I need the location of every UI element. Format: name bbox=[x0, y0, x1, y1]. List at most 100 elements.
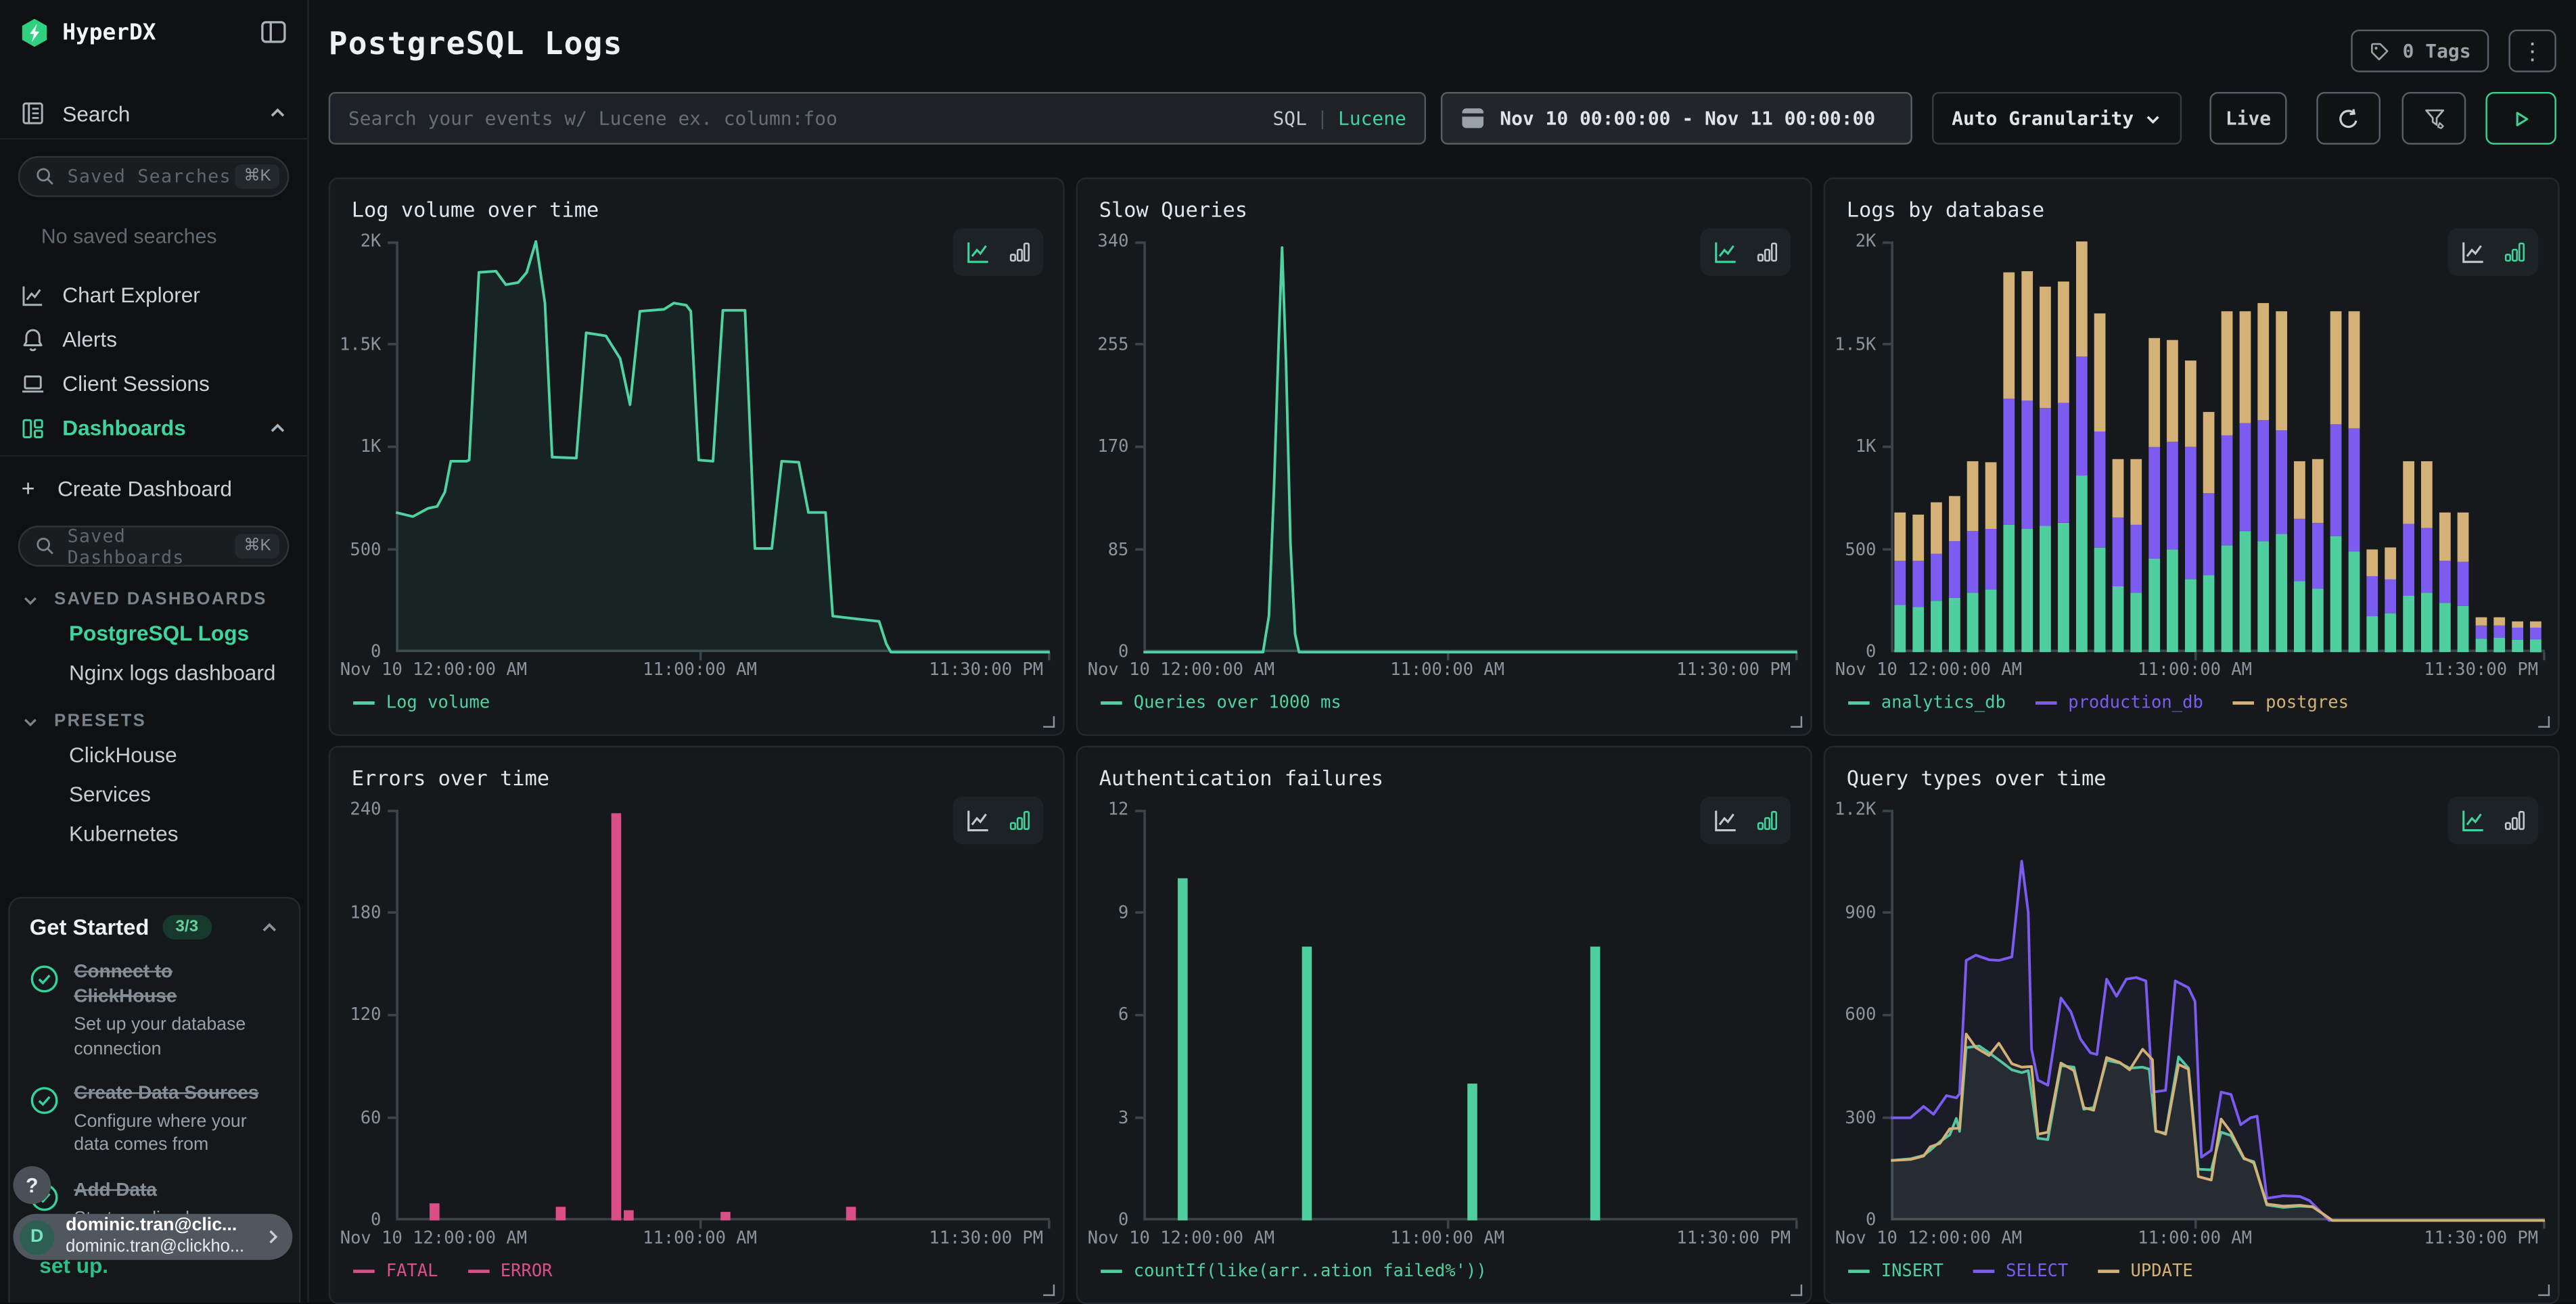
saved-dashboards-input[interactable]: Saved Dashboards ⌘K bbox=[18, 524, 290, 568]
tag-icon bbox=[2372, 42, 2389, 60]
bar-chart-icon[interactable] bbox=[2502, 240, 2527, 264]
sidebar-item-dashboards[interactable]: Dashboards bbox=[0, 406, 307, 450]
sidebar-collapse-icon[interactable] bbox=[260, 18, 288, 46]
legend-entry[interactable]: SELECT bbox=[1973, 1261, 2068, 1281]
live-button[interactable]: Live bbox=[2209, 91, 2287, 145]
chart-plot[interactable] bbox=[388, 240, 1051, 661]
search-page-icon bbox=[22, 102, 43, 124]
chevron-up-icon[interactable] bbox=[260, 917, 279, 937]
chart-plot[interactable] bbox=[388, 810, 1051, 1229]
legend-entry[interactable]: UPDATE bbox=[2097, 1261, 2193, 1281]
event-search-input[interactable]: Search your events w/ Lucene ex. column:… bbox=[328, 91, 1426, 145]
resize-handle[interactable] bbox=[1043, 1284, 1055, 1297]
x-axis-labels: Nov 10 12:00:00 AM 11:00:00 AM 11:30:00 PM bbox=[1087, 1228, 1791, 1249]
get-started-item[interactable]: Connect to ClickHouse Set up your databa… bbox=[30, 961, 279, 1061]
chart-title: Authentication failures bbox=[1099, 765, 1384, 791]
check-circle-icon bbox=[30, 1087, 58, 1114]
chart-plot[interactable] bbox=[1883, 810, 2546, 1229]
get-started-item[interactable]: Create Data Sources Configure where your… bbox=[30, 1082, 279, 1157]
shortcut-badge: ⌘K bbox=[235, 534, 279, 559]
chart-legend: countIf(like(arr..ation failed%')) bbox=[1101, 1261, 1487, 1281]
sidebar-item-services[interactable]: Services bbox=[68, 781, 152, 806]
section-label: SAVED DASHBOARDS bbox=[54, 589, 267, 609]
chart-plot[interactable] bbox=[1135, 810, 1798, 1229]
chart-legend: analytics_db production_db postgres bbox=[1848, 693, 2349, 713]
resize-handle[interactable] bbox=[2538, 1284, 2550, 1297]
sidebar-item-postgresql-logs[interactable]: PostgreSQL Logs bbox=[68, 620, 250, 645]
get-started-item-title: Create Data Sources bbox=[74, 1084, 259, 1104]
sidebar-item-chart-explorer[interactable]: Chart Explorer bbox=[0, 273, 307, 317]
create-dashboard-button[interactable]: + Create Dashboard bbox=[0, 467, 307, 509]
line-chart-icon[interactable] bbox=[2460, 238, 2487, 266]
bar-chart-icon[interactable] bbox=[1755, 808, 1779, 833]
chart-view-toggle bbox=[2447, 796, 2539, 845]
y-axis-labels: 0 3 6 9 12 bbox=[1107, 799, 1129, 1230]
legend-entry[interactable]: INSERT bbox=[1848, 1261, 1944, 1281]
legend-entry[interactable]: production_db bbox=[2035, 693, 2203, 713]
resize-handle[interactable] bbox=[1043, 716, 1055, 728]
saved-searches-input[interactable]: Saved Searches ⌘K bbox=[18, 156, 290, 197]
search-mode-toggle[interactable]: SQL | Lucene bbox=[1272, 107, 1406, 130]
sidebar-item-search[interactable]: Search bbox=[0, 89, 308, 140]
line-chart-icon[interactable] bbox=[965, 806, 992, 834]
legend-entry[interactable]: postgres bbox=[2232, 693, 2349, 713]
get-started-item-title: Add Data bbox=[74, 1180, 157, 1201]
user-menu[interactable]: D dominic.tran@clic... dominic.tran@clic… bbox=[13, 1213, 293, 1260]
date-range-value: Nov 10 00:00:00 - Nov 11 00:00:00 bbox=[1500, 106, 1876, 130]
line-chart-icon[interactable] bbox=[965, 238, 992, 266]
legend-entry[interactable]: Queries over 1000 ms bbox=[1101, 693, 1341, 713]
chart-card-slow-queries: Slow Queries 0 85 170 255 340 Nov 10 12:00:00 … bbox=[1076, 177, 1812, 736]
granularity-select[interactable]: Auto Granularity bbox=[1931, 91, 2182, 145]
refresh-icon bbox=[2339, 108, 2358, 127]
filter-button[interactable] bbox=[2401, 91, 2466, 145]
chevron-up-icon[interactable] bbox=[268, 418, 288, 438]
bell-icon bbox=[23, 328, 43, 351]
bar-chart-icon[interactable] bbox=[2502, 808, 2527, 833]
date-range-picker[interactable]: Nov 10 00:00:00 - Nov 11 00:00:00 bbox=[1440, 91, 1912, 145]
legend-entry[interactable]: countIf(like(arr..ation failed%')) bbox=[1101, 1261, 1487, 1281]
sidebar-item-nginx-dashboard[interactable]: Nginx logs dashboard bbox=[68, 659, 276, 684]
bar-chart-icon[interactable] bbox=[1007, 240, 1032, 264]
legend-entry[interactable]: analytics_db bbox=[1848, 693, 2006, 713]
sidebar-item-clickhouse[interactable]: ClickHouse bbox=[68, 741, 177, 766]
legend-entry[interactable]: FATAL bbox=[353, 1261, 438, 1281]
legend-entry[interactable]: ERROR bbox=[467, 1261, 553, 1281]
line-chart-icon[interactable] bbox=[1712, 238, 1740, 266]
run-query-button[interactable] bbox=[2485, 91, 2556, 145]
mode-separator: | bbox=[1316, 106, 1329, 130]
line-chart-icon[interactable] bbox=[2460, 806, 2487, 834]
chart-view-toggle bbox=[952, 796, 1044, 845]
legend-entry[interactable]: Log volume bbox=[353, 693, 490, 713]
resize-handle[interactable] bbox=[1791, 1284, 1803, 1297]
chart-card-log-volume: Log volume over time 0 500 1K 1.5K 2K Nov 10 1… bbox=[328, 177, 1065, 736]
more-menu-button[interactable]: ⋮ bbox=[2508, 29, 2556, 72]
sidebar-item-label: Client Sessions bbox=[62, 371, 210, 396]
hyperdx-logo-icon bbox=[22, 18, 47, 46]
chevron-up-icon[interactable] bbox=[268, 103, 288, 123]
chart-plot[interactable] bbox=[1883, 241, 2546, 661]
bar-chart-icon[interactable] bbox=[1007, 808, 1032, 833]
sidebar-item-client-sessions[interactable]: Client Sessions bbox=[0, 361, 307, 406]
resize-handle[interactable] bbox=[1791, 716, 1803, 728]
section-presets[interactable]: PRESETS bbox=[22, 712, 308, 731]
mode-sql[interactable]: SQL bbox=[1272, 106, 1307, 130]
tags-button[interactable]: 0 Tags bbox=[2351, 29, 2489, 72]
refresh-button[interactable] bbox=[2316, 91, 2380, 145]
chart-plot[interactable] bbox=[1135, 241, 1798, 661]
bar-chart-icon[interactable] bbox=[1755, 240, 1779, 264]
sidebar-item-kubernetes[interactable]: Kubernetes bbox=[68, 820, 179, 845]
help-button[interactable]: ? bbox=[13, 1166, 51, 1205]
x-axis-labels: Nov 10 12:00:00 AM 11:00:00 AM 11:30:00 PM bbox=[1835, 660, 2539, 680]
saved-dashboards-placeholder: Saved Dashboards bbox=[67, 524, 185, 568]
resize-handle[interactable] bbox=[2538, 716, 2550, 728]
get-started-header[interactable]: Get Started 3/3 bbox=[30, 914, 279, 940]
toolbar: Search your events w/ Lucene ex. column:… bbox=[328, 91, 2556, 145]
section-saved-dashboards[interactable]: SAVED DASHBOARDS bbox=[22, 590, 308, 609]
line-chart-icon[interactable] bbox=[1712, 806, 1740, 834]
dashboards-icon bbox=[22, 418, 43, 438]
page-title: PostgreSQL Logs bbox=[328, 26, 623, 63]
sidebar: HyperDX Search Saved bbox=[0, 0, 309, 1303]
mode-lucene[interactable]: Lucene bbox=[1337, 106, 1406, 130]
chart-title: Log volume over time bbox=[351, 197, 599, 222]
sidebar-item-alerts[interactable]: Alerts bbox=[0, 317, 307, 362]
